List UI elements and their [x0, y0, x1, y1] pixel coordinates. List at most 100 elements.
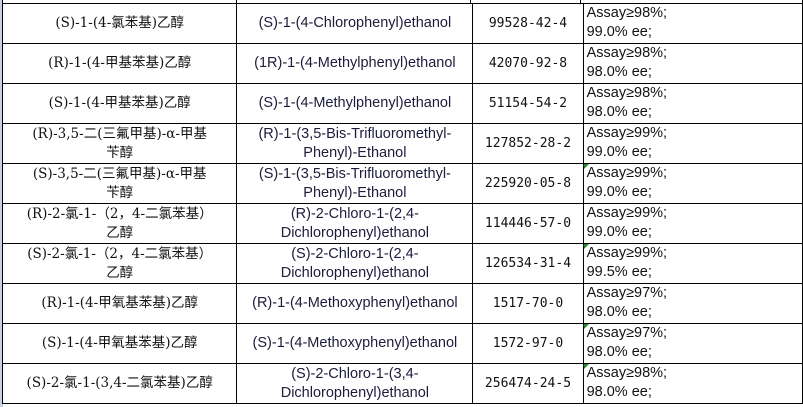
- chinese-name-cell[interactable]: (S)-2-氯-1-(3,4-二氯苯基)乙醇: [1, 363, 238, 404]
- cas-text: 126534-31-4: [484, 256, 572, 271]
- english-name-cell[interactable]: (R)-2-Chloro-1-(2,4- Dichlorophenyl)ethan…: [236, 203, 474, 244]
- cas-text: 1572-97-0: [492, 336, 564, 351]
- assay-text: Assay≥97%;: [586, 285, 668, 301]
- cn-text: (R)-1-(4-甲氧基苯基)乙醇: [41, 295, 198, 311]
- cn-text: (S)-3,5-二(三氟甲基)-α-甲基: [32, 165, 207, 182]
- cas-text: 256474-24-5: [484, 376, 572, 391]
- sheet-left-edge: [0, 0, 3, 407]
- english-name-cell[interactable]: (S)-2-Chloro-1-(2,4- Dichlorophenyl)ethan…: [236, 243, 474, 284]
- cas-number-cell[interactable]: 114446-57-0: [472, 203, 584, 244]
- english-name-cell[interactable]: (S)-1-(4-Methylphenyl)ethanol: [236, 83, 474, 124]
- cas-text: 51154-54-2: [488, 96, 568, 111]
- en-text: (S)-1-(4-Methoxyphenyl)ethanol: [252, 335, 458, 351]
- cell-comment-indicator-icon: [584, 364, 589, 369]
- specification-cell[interactable]: Assay≥99%; 99.0% ee;: [582, 163, 803, 204]
- cas-number-cell[interactable]: 127852-28-2: [472, 123, 584, 164]
- cas-number-cell[interactable]: 126534-31-4: [472, 243, 584, 284]
- product-table: (S)-1-(4-氯苯基)乙醇 (S)-1-(4-Chlorophenyl)eth…: [1, 3, 803, 404]
- cn-text: (R)-3,5-二(三氟甲基)-α-甲基: [32, 125, 207, 142]
- ee-text: 98.0% ee;: [586, 344, 652, 360]
- cas-number-cell[interactable]: 99528-42-4: [472, 3, 584, 44]
- english-name-cell[interactable]: (R)-1-(3,5-Bis-Trifluoromethyl- Phenyl)-E…: [236, 123, 474, 164]
- table-row: (S)-1-(4-甲基苯基)乙醇 (S)-1-(4-Methylphenyl)et…: [1, 83, 803, 124]
- chinese-name-cell[interactable]: (S)-1-(4-甲氧基苯基)乙醇: [1, 323, 238, 364]
- cn-text: (S)-2-氯-1-(3,4-二氯苯基)乙醇: [26, 375, 213, 391]
- cell-comment-indicator-icon: [584, 324, 589, 329]
- ee-text: 98.0% ee;: [586, 384, 652, 400]
- cn-text: (S)-1-(4-甲基苯基)乙醇: [48, 95, 191, 111]
- chinese-name-cell[interactable]: (S)-3,5-二(三氟甲基)-α-甲基 苄醇: [1, 163, 238, 204]
- table-row: (R)-2-氯-1-（2，4-二氯苯基） 乙醇 (R)-2-Chloro-1-(2,…: [1, 203, 803, 244]
- cas-number-cell[interactable]: 225920-05-8: [472, 163, 584, 204]
- cas-text: 99528-42-4: [488, 16, 568, 31]
- en-text: (S)-1-(4-Chlorophenyl)ethanol: [258, 15, 452, 31]
- specification-cell[interactable]: Assay≥99%; 99.0% ee;: [582, 203, 803, 244]
- table-row: (R)-1-(4-甲基苯基)乙醇 (1R)-1-(4-Methylphenyl)e…: [1, 43, 803, 84]
- cas-number-cell[interactable]: 1517-70-0: [472, 283, 584, 324]
- assay-text: Assay≥98%;: [586, 365, 668, 381]
- chinese-name-cell[interactable]: (S)-1-(4-甲基苯基)乙醇: [1, 83, 238, 124]
- ee-text: 99.0% ee;: [586, 184, 652, 200]
- specification-cell[interactable]: Assay≥99%; 99.0% ee;: [582, 123, 803, 164]
- en-text: (S)-1-(3,5-Bis-Trifluoromethyl-: [258, 165, 451, 182]
- specification-cell[interactable]: Assay≥99%; 99.5% ee;: [582, 243, 803, 284]
- cas-text: 114446-57-0: [484, 216, 572, 231]
- english-name-cell[interactable]: (S)-1-(4-Methoxyphenyl)ethanol: [236, 323, 474, 364]
- cas-text: 1517-70-0: [492, 296, 564, 311]
- specification-cell[interactable]: Assay≥98%; 99.0% ee;: [582, 3, 803, 44]
- cas-text: 225920-05-8: [484, 176, 572, 191]
- ee-text: 98.0% ee;: [586, 64, 652, 80]
- en-text: Dichlorophenyl)ethanol: [280, 224, 430, 241]
- cas-number-cell[interactable]: 51154-54-2: [472, 83, 584, 124]
- cn-text: 苄醇: [106, 184, 134, 201]
- table-row: (S)-3,5-二(三氟甲基)-α-甲基 苄醇 (S)-1-(3,5-Bis-Tri…: [1, 163, 803, 204]
- specification-cell[interactable]: Assay≥97%; 98.0% ee;: [582, 283, 803, 324]
- chinese-name-cell[interactable]: (R)-2-氯-1-（2，4-二氯苯基） 乙醇: [1, 203, 238, 244]
- cell-comment-indicator-icon: [584, 244, 589, 249]
- cn-text: 苄醇: [106, 144, 134, 161]
- ee-text: 99.0% ee;: [586, 224, 652, 240]
- table-row: (R)-1-(4-甲氧基苯基)乙醇 (R)-1-(4-Methoxyphenyl)…: [1, 283, 803, 324]
- table-row: (R)-3,5-二(三氟甲基)-α-甲基 苄醇 (R)-1-(3,5-Bis-Tri…: [1, 123, 803, 164]
- cas-text: 42070-92-8: [488, 56, 568, 71]
- en-text: Phenyl)-Ethanol: [303, 144, 407, 161]
- cas-number-cell[interactable]: 42070-92-8: [472, 43, 584, 84]
- previous-row-partial: [2, 0, 803, 4]
- cas-number-cell[interactable]: 1572-97-0: [472, 323, 584, 364]
- specification-cell[interactable]: Assay≥97%; 98.0% ee;: [582, 323, 803, 364]
- assay-text: Assay≥98%;: [586, 45, 668, 61]
- chinese-name-cell[interactable]: (R)-1-(4-甲基苯基)乙醇: [1, 43, 238, 84]
- table-row: (S)-2-氯-1-(3,4-二氯苯基)乙醇 (S)-2-Chloro-1-(3,…: [1, 363, 803, 404]
- chinese-name-cell[interactable]: (R)-3,5-二(三氟甲基)-α-甲基 苄醇: [1, 123, 238, 164]
- specification-cell[interactable]: Assay≥98%; 98.0% ee;: [582, 83, 803, 124]
- table-row: (S)-1-(4-甲氧基苯基)乙醇 (S)-1-(4-Methoxyphenyl)…: [1, 323, 803, 364]
- en-text: (R)-1-(4-Methoxyphenyl)ethanol: [252, 295, 458, 311]
- table-row: (S)-2-氯-1-（2，4-二氯苯基） 乙醇 (S)-2-Chloro-1-(2,…: [1, 243, 803, 284]
- chinese-name-cell[interactable]: (S)-2-氯-1-（2，4-二氯苯基） 乙醇: [1, 243, 238, 284]
- assay-text: Assay≥99%;: [586, 125, 668, 141]
- assay-text: Assay≥98%;: [586, 5, 668, 21]
- cas-number-cell[interactable]: 256474-24-5: [472, 363, 584, 404]
- cn-text: (S)-1-(4-甲氧基苯基)乙醇: [41, 335, 198, 351]
- assay-text: Assay≥99%;: [586, 165, 668, 181]
- specification-cell[interactable]: Assay≥98%; 98.0% ee;: [582, 43, 803, 84]
- en-text: (S)-1-(4-Methylphenyl)ethanol: [258, 95, 452, 111]
- en-text: Phenyl)-Ethanol: [303, 184, 407, 201]
- en-text: (R)-2-Chloro-1-(2,4-: [290, 205, 419, 222]
- en-text: (1R)-1-(4-Methylphenyl)ethanol: [254, 55, 456, 71]
- ee-text: 99.0% ee;: [586, 144, 652, 160]
- english-name-cell[interactable]: (R)-1-(4-Methoxyphenyl)ethanol: [236, 283, 474, 324]
- chinese-name-cell[interactable]: (R)-1-(4-甲氧基苯基)乙醇: [1, 283, 238, 324]
- english-name-cell[interactable]: (1R)-1-(4-Methylphenyl)ethanol: [236, 43, 474, 84]
- assay-text: Assay≥97%;: [586, 325, 668, 341]
- en-text: (S)-2-Chloro-1-(2,4-: [291, 245, 419, 262]
- cn-text: 乙醇: [106, 264, 134, 281]
- english-name-cell[interactable]: (S)-1-(4-Chlorophenyl)ethanol: [236, 3, 474, 44]
- english-name-cell[interactable]: (S)-1-(3,5-Bis-Trifluoromethyl- Phenyl)-E…: [236, 163, 474, 204]
- specification-cell[interactable]: Assay≥98%; 98.0% ee;: [582, 363, 803, 404]
- assay-text: Assay≥98%;: [586, 85, 668, 101]
- english-name-cell[interactable]: (S)-2-Chloro-1-(3,4- Dichlorophenyl)ethan…: [236, 363, 474, 404]
- chinese-name-cell[interactable]: (S)-1-(4-氯苯基)乙醇: [1, 3, 238, 44]
- cas-text: 127852-28-2: [484, 136, 572, 151]
